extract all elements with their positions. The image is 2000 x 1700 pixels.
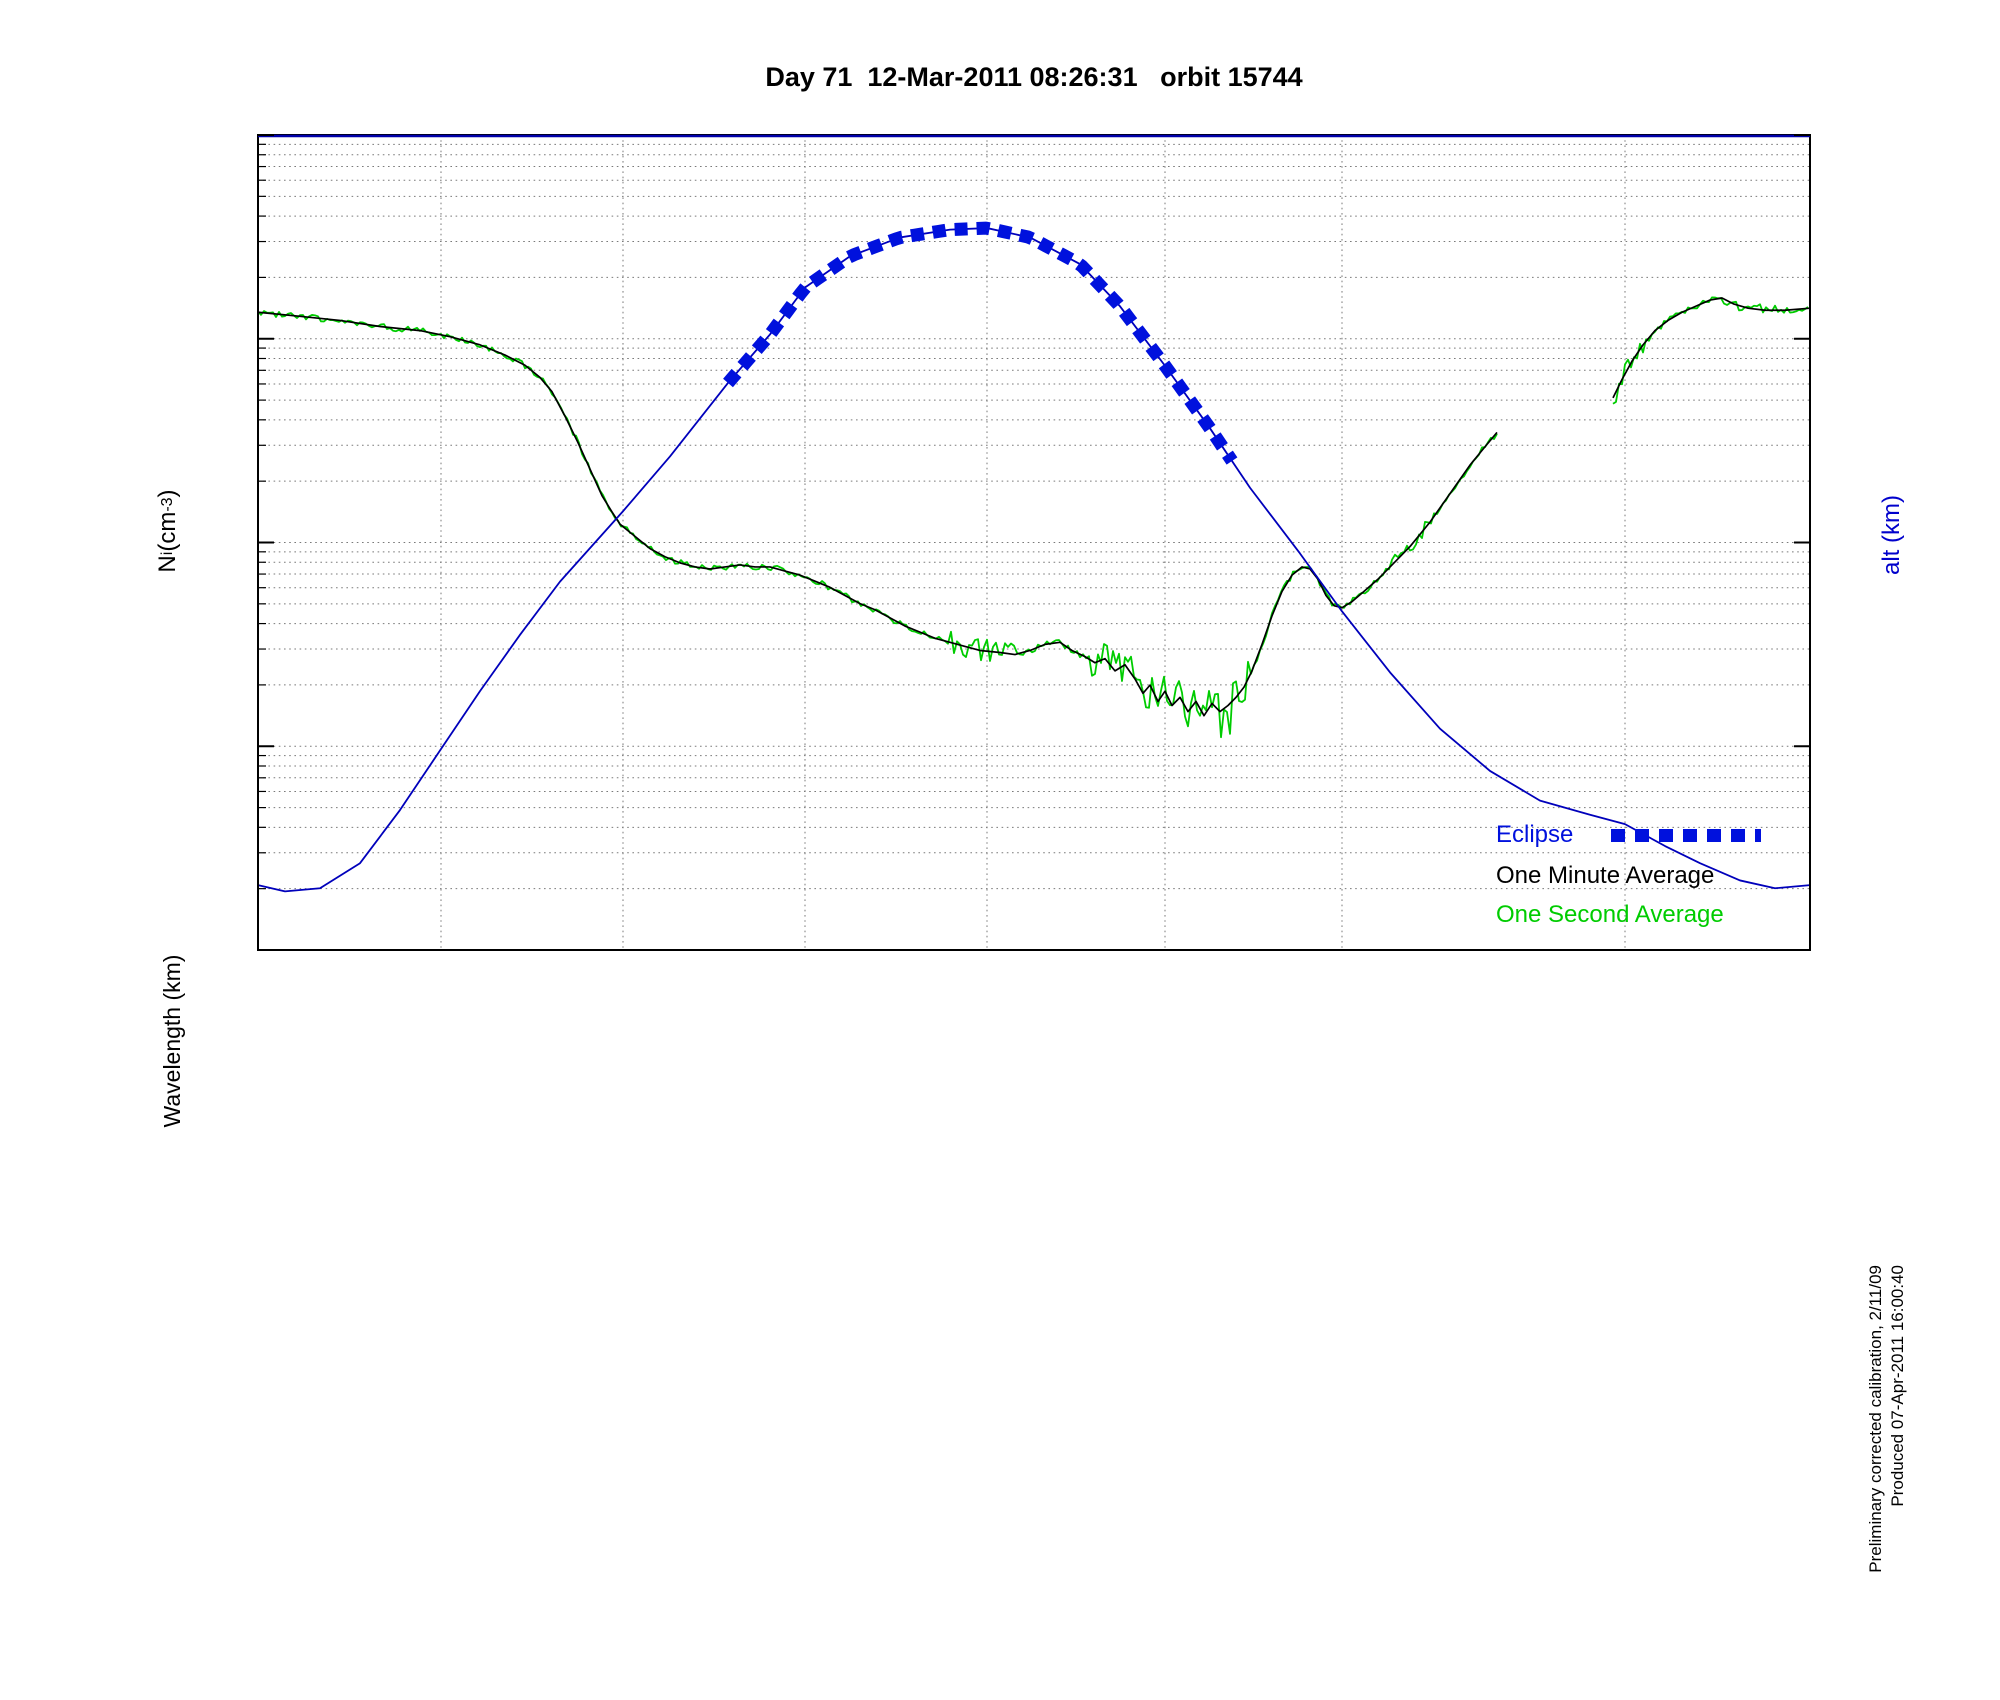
calibration-note: Preliminary corrected calibration, 2/11/… xyxy=(1866,1265,1885,1573)
density-altitude-plot xyxy=(257,134,1811,951)
y-axis-label-altitude: alt (km) xyxy=(1878,495,1905,575)
eclipse-dash-sample xyxy=(1611,829,1761,842)
y-axis-label-wavelength: Wavelength (km) xyxy=(158,954,185,1128)
legend-item-eclipse: Eclipse xyxy=(1496,821,1574,848)
page-title: Day 71 12-Mar-2011 08:26:31 orbit 15744 xyxy=(765,62,1303,92)
legend-item-one-minute: One Minute Average xyxy=(1496,862,1715,889)
legend-item-one-second: One Second Average xyxy=(1496,901,1724,928)
produced-note: Produced 07-Apr-2011 16:00:40 xyxy=(1888,1265,1907,1507)
production-note: Preliminary corrected calibration, 2/11/… xyxy=(1865,1265,1911,1695)
